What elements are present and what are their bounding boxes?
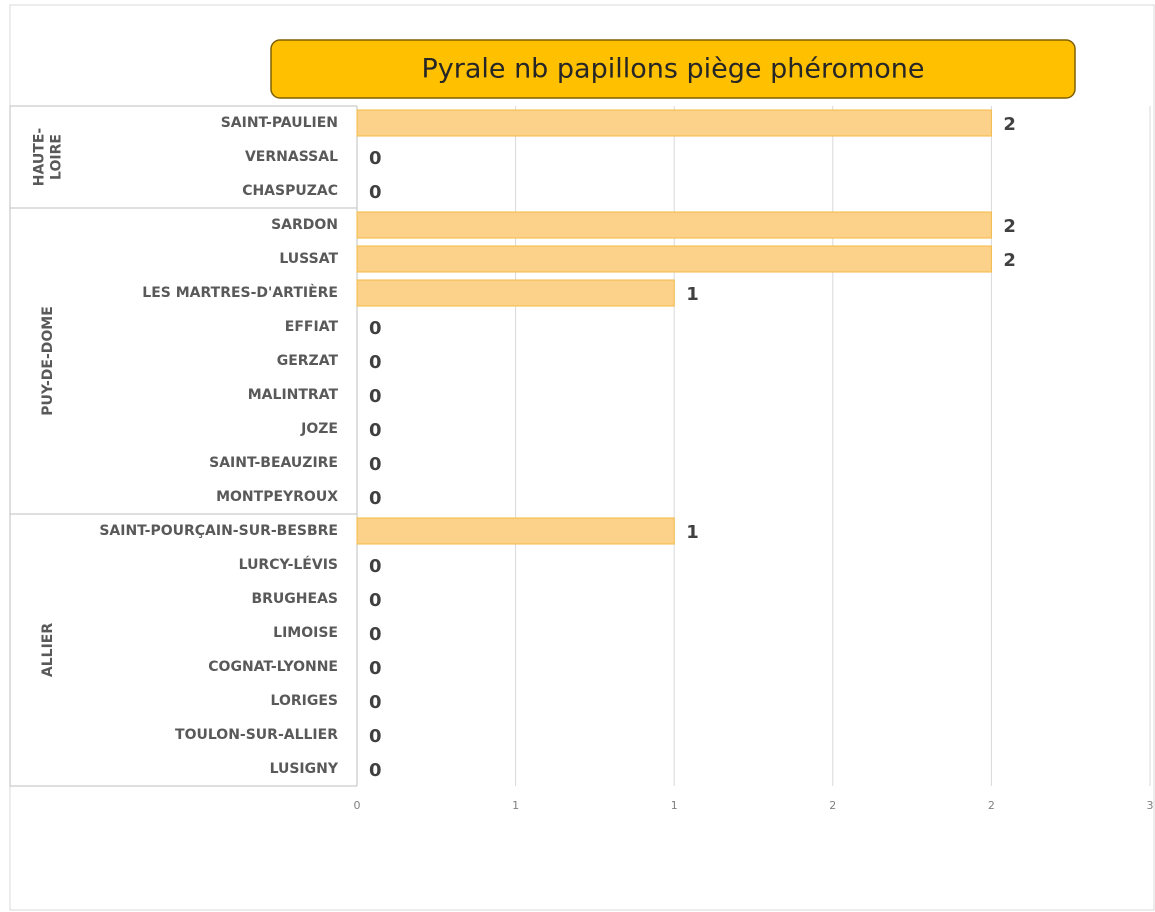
y-tick-label: LORIGES: [271, 693, 338, 709]
y-tick-label: CHASPUZAC: [242, 183, 338, 199]
data-label: 0: [369, 556, 382, 577]
group-label-line: LOIRE: [49, 134, 65, 180]
group-label: ALLIER: [40, 623, 56, 677]
bar: [356, 211, 992, 239]
group-label-line: PUY-DE-DOME: [40, 306, 56, 416]
y-tick-label: GERZAT: [277, 353, 339, 369]
x-tick-label: 1: [512, 799, 519, 812]
data-label: 0: [369, 148, 382, 169]
data-label: 1: [686, 284, 699, 305]
x-tick-label: 3: [1147, 799, 1154, 812]
bar: [356, 245, 992, 273]
data-label: 0: [369, 386, 382, 407]
data-label: 2: [1003, 250, 1016, 271]
group-label: HAUTE-LOIRE: [32, 128, 65, 187]
data-label: 0: [369, 760, 382, 781]
y-tick-label: LES MARTRES-D'ARTIÈRE: [142, 284, 338, 301]
data-label: 0: [369, 420, 382, 441]
data-label: 1: [686, 522, 699, 543]
y-tick-label: VERNASSAL: [245, 149, 338, 165]
data-label: 0: [369, 692, 382, 713]
y-tick-label: LUSSAT: [279, 251, 338, 267]
x-tick-label: 2: [988, 799, 995, 812]
group-label: PUY-DE-DOME: [40, 306, 56, 416]
data-label: 2: [1003, 114, 1016, 135]
data-label: 0: [369, 590, 382, 611]
y-tick-label: MALINTRAT: [248, 387, 339, 403]
x-tick-label: 1: [671, 799, 678, 812]
y-tick-label: SAINT-PAULIEN: [221, 115, 338, 131]
group-label-line: ALLIER: [40, 623, 56, 677]
bar: [356, 279, 675, 307]
y-tick-label: BRUGHEAS: [251, 591, 338, 607]
data-label: 2: [1003, 216, 1016, 237]
group-label-line: HAUTE-: [32, 128, 48, 187]
x-tick-label: 2: [829, 799, 836, 812]
data-label: 0: [369, 658, 382, 679]
y-tick-label: COGNAT-LYONNE: [208, 659, 338, 675]
y-tick-label: MONTPEYROUX: [216, 489, 338, 505]
title-box: [270, 39, 1076, 99]
data-label: 0: [369, 352, 382, 373]
y-tick-label: LURCY-LÉVIS: [239, 556, 338, 573]
data-label: 0: [369, 454, 382, 475]
y-tick-label: TOULON-SUR-ALLIER: [175, 727, 338, 743]
data-label: 0: [369, 726, 382, 747]
y-tick-label: SARDON: [271, 217, 338, 233]
data-label: 0: [369, 624, 382, 645]
chart-title: Pyrale nb papillons piège phéromone: [421, 54, 924, 85]
y-tick-label: EFFIAT: [285, 319, 339, 335]
data-label: 0: [369, 318, 382, 339]
data-label: 0: [369, 488, 382, 509]
y-tick-label: LIMOISE: [273, 625, 338, 641]
data-label: 0: [369, 182, 382, 203]
bar: [356, 109, 992, 137]
y-tick-label: LUSIGNY: [270, 761, 339, 777]
x-tick-label: 0: [354, 799, 361, 812]
y-tick-label: SAINT-POURÇAIN-SUR-BESBRE: [99, 523, 338, 539]
bar: [356, 517, 675, 545]
y-tick-label: JOZE: [300, 421, 338, 437]
y-tick-label: SAINT-BEAUZIRE: [209, 455, 338, 471]
chart-border: [9, 4, 1155, 911]
